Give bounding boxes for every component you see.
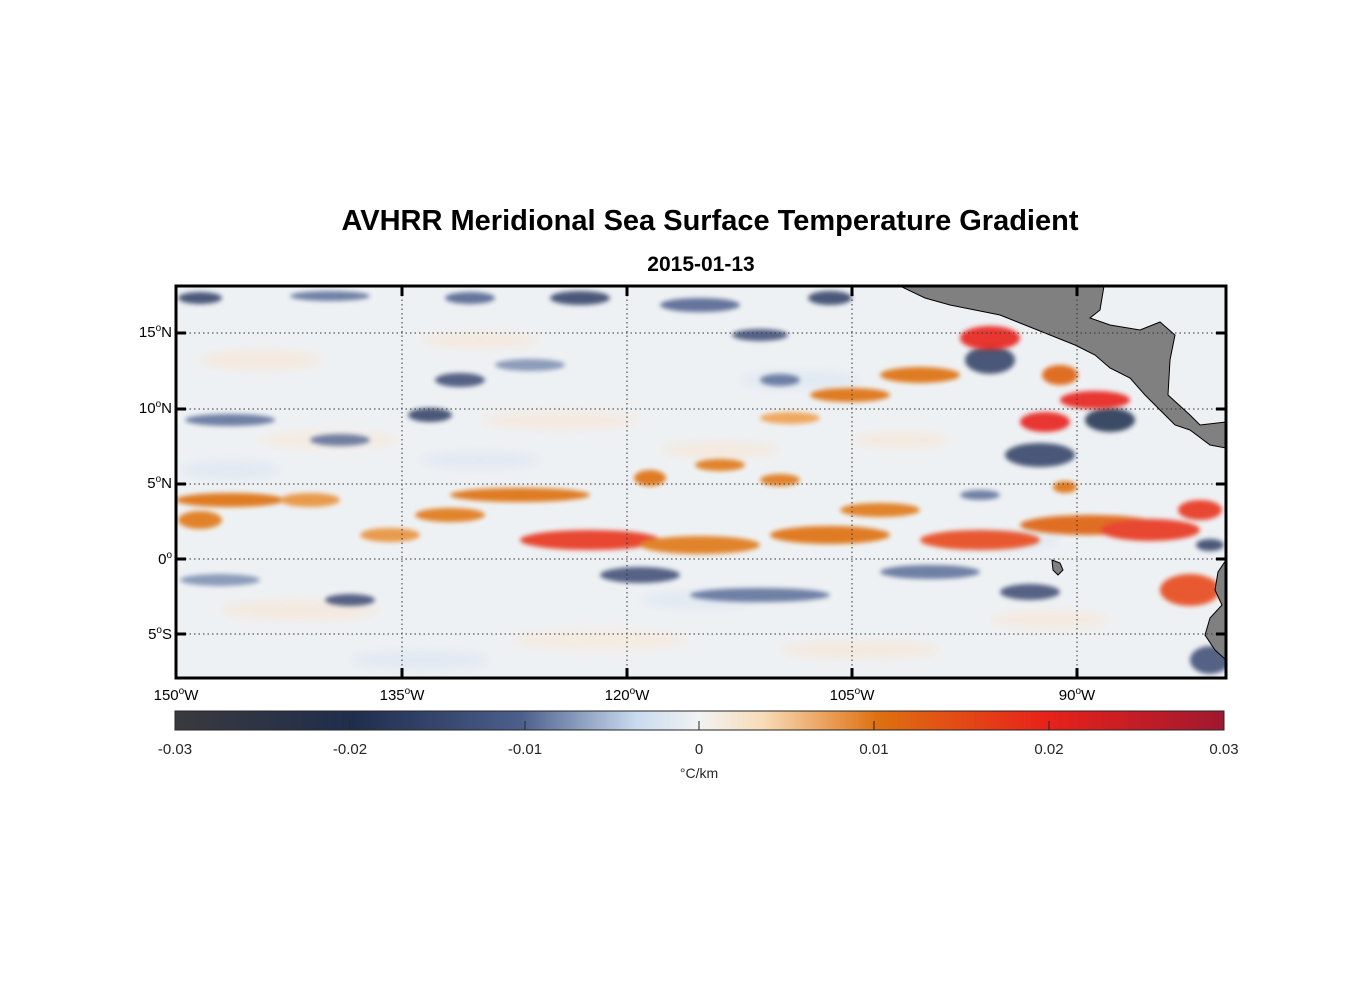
colorbar-tick-label: 0.01: [859, 741, 889, 758]
galapagos-islands: [1051, 559, 1064, 576]
lon-label-120w: 120oW: [604, 686, 650, 704]
lon-label-90w: 90oW: [1058, 686, 1096, 704]
lon-label-150w: 150oW: [153, 686, 199, 704]
lat-label-0: 0o: [158, 550, 172, 568]
colorbar-tick-label: 0.03: [1209, 741, 1239, 758]
lat-label-15n: 15oN: [138, 323, 172, 341]
map-frame: [174, 284, 1228, 680]
sst-gradient-field: [176, 286, 1226, 678]
map-title: AVHRR Meridional Sea Surface Temperature…: [341, 205, 1079, 237]
colorbar-unit-label: °C/km: [679, 765, 719, 781]
map-subtitle-date: 2015-01-13: [647, 253, 755, 276]
colorbar-tick-label: -0.02: [332, 741, 368, 758]
colorbar-tick-label: -0.01: [507, 741, 543, 758]
lon-label-135w: 135oW: [379, 686, 425, 704]
colorbar-tick-label: 0.02: [1034, 741, 1064, 758]
colorbar-tick-label: 0: [694, 741, 704, 758]
lat-label-5n: 5oN: [147, 474, 172, 492]
lat-label-5s: 5oS: [148, 625, 172, 643]
colorbar-tick-label: -0.03: [157, 741, 193, 758]
central-america-land: [899, 286, 1226, 449]
lat-label-10n: 10oN: [138, 399, 172, 417]
lon-label-105w: 105oW: [829, 686, 875, 704]
